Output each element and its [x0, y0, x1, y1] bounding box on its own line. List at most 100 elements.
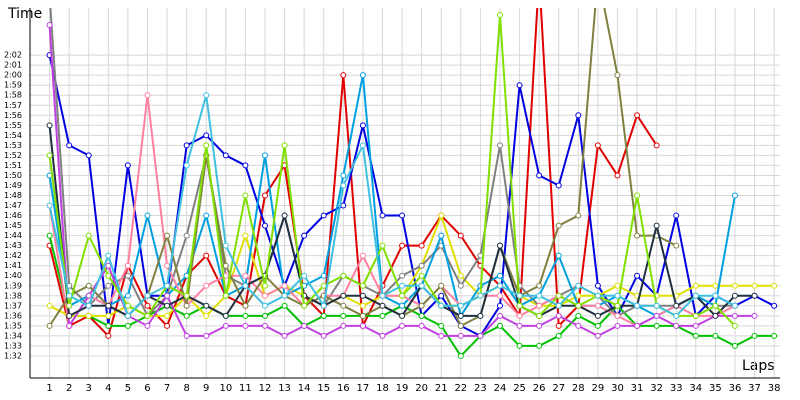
- data-point: [105, 252, 112, 259]
- data-point: [66, 292, 73, 299]
- data-point: [222, 152, 229, 159]
- x-tick-label: 7: [164, 383, 170, 394]
- series-line: [48, 94, 736, 318]
- series-line: [48, 14, 736, 327]
- data-point: [203, 312, 210, 319]
- data-point: [359, 142, 366, 149]
- data-point: [340, 322, 347, 329]
- x-tick-label: 23: [474, 383, 487, 394]
- data-point: [418, 312, 425, 319]
- data-point: [164, 312, 171, 319]
- data-point: [399, 312, 406, 319]
- data-point: [85, 292, 92, 299]
- data-point: [340, 172, 347, 179]
- data-point: [124, 322, 131, 329]
- data-point: [536, 302, 543, 309]
- data-point: [477, 292, 484, 299]
- data-point: [418, 302, 425, 309]
- data-point: [751, 282, 758, 289]
- data-point: [496, 302, 503, 309]
- data-point: [731, 312, 738, 319]
- x-tick-label: 5: [125, 383, 131, 394]
- data-point: [438, 302, 445, 309]
- y-tick-label: 1:58: [4, 91, 22, 100]
- data-point: [634, 322, 641, 329]
- data-point: [496, 292, 503, 299]
- data-point: [105, 302, 112, 309]
- data-point: [46, 202, 53, 209]
- data-point: [438, 212, 445, 219]
- data-point: [653, 142, 660, 149]
- data-point: [340, 272, 347, 279]
- data-point: [320, 282, 327, 289]
- data-point: [477, 312, 484, 319]
- data-point: [653, 312, 660, 319]
- data-point: [124, 272, 131, 279]
- x-tick-label: 19: [396, 383, 409, 394]
- data-point: [457, 312, 464, 319]
- data-point: [320, 272, 327, 279]
- data-point: [634, 232, 641, 239]
- data-point: [555, 332, 562, 339]
- data-point: [555, 322, 562, 329]
- data-point: [222, 312, 229, 319]
- data-point: [516, 312, 523, 319]
- x-tick-label: 14: [298, 383, 311, 394]
- x-axis-title: Laps: [742, 358, 775, 374]
- data-point: [164, 292, 171, 299]
- x-tick-label: 29: [592, 383, 605, 394]
- data-point: [751, 292, 758, 299]
- data-point: [261, 152, 268, 159]
- data-point: [594, 302, 601, 309]
- data-point: [673, 302, 680, 309]
- data-point: [164, 302, 171, 309]
- x-tick-label: 36: [729, 383, 742, 394]
- data-point: [399, 272, 406, 279]
- data-point: [203, 252, 210, 259]
- data-point: [242, 232, 249, 239]
- y-tick-label: 2:00: [4, 71, 22, 80]
- data-point: [712, 302, 719, 309]
- data-point: [731, 342, 738, 349]
- data-point: [301, 302, 308, 309]
- data-point: [105, 272, 112, 279]
- data-point: [516, 292, 523, 299]
- x-tick-label: 38: [768, 383, 781, 394]
- data-point: [183, 232, 190, 239]
- data-point: [496, 322, 503, 329]
- data-point: [575, 212, 582, 219]
- data-point: [85, 312, 92, 319]
- data-point: [281, 282, 288, 289]
- data-point: [242, 282, 249, 289]
- data-point: [105, 322, 112, 329]
- data-point: [46, 302, 53, 309]
- data-point: [85, 152, 92, 159]
- data-point: [771, 332, 778, 339]
- y-tick-label: 1:48: [4, 191, 22, 200]
- y-tick-label: 2:01: [4, 61, 22, 70]
- x-tick-label: 10: [219, 383, 232, 394]
- data-point: [418, 322, 425, 329]
- data-point: [614, 172, 621, 179]
- x-tick-label: 26: [533, 383, 546, 394]
- data-point: [301, 272, 308, 279]
- data-point: [575, 312, 582, 319]
- y-tick-label: 2:02: [4, 51, 22, 60]
- data-point: [653, 302, 660, 309]
- data-point: [164, 232, 171, 239]
- data-point: [712, 312, 719, 319]
- data-point: [692, 312, 699, 319]
- data-point: [418, 242, 425, 249]
- data-point: [359, 312, 366, 319]
- data-point: [320, 212, 327, 219]
- data-point: [203, 142, 210, 149]
- data-point: [183, 162, 190, 169]
- data-point: [242, 322, 249, 329]
- data-point: [124, 312, 131, 319]
- data-point: [399, 302, 406, 309]
- data-point: [594, 312, 601, 319]
- data-point: [164, 282, 171, 289]
- data-point: [496, 242, 503, 249]
- data-point: [340, 312, 347, 319]
- y-tick-label: 1:53: [4, 141, 22, 150]
